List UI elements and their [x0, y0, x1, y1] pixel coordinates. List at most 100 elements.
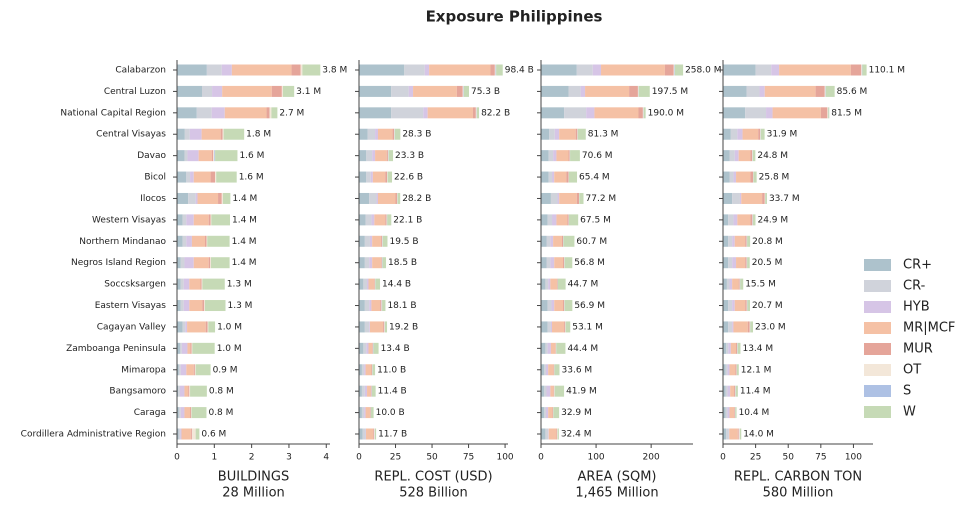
- total-label: 20.7 M: [752, 301, 783, 311]
- bar-segment: [368, 278, 375, 290]
- bar-segment: [723, 257, 729, 269]
- bar-segment: [673, 64, 675, 76]
- x-tick-label: 0: [538, 453, 544, 463]
- bar-segment: [723, 321, 729, 333]
- bar-segment: [190, 342, 192, 354]
- total-label: 70.6 M: [582, 151, 613, 161]
- legend-swatch: [864, 301, 891, 313]
- bar-segment: [554, 364, 560, 376]
- category-label: Eastern Visayas: [95, 301, 167, 311]
- bar-segment: [189, 278, 201, 290]
- bar-segment: [723, 64, 756, 76]
- bar-segment: [367, 128, 376, 140]
- bar-segment: [180, 364, 187, 376]
- bar-segment: [570, 150, 580, 162]
- bar-segment: [391, 107, 424, 119]
- bar-segment: [364, 385, 368, 397]
- bar-segment: [541, 107, 565, 119]
- bar-segment: [359, 257, 365, 269]
- bar-segment: [178, 385, 180, 397]
- bar-segment: [189, 128, 202, 140]
- bar-segment: [557, 278, 566, 290]
- total-label: 77.2 M: [586, 194, 617, 204]
- bar-segment: [183, 278, 190, 290]
- bar-segment: [359, 107, 392, 119]
- bar-segment: [549, 128, 555, 140]
- bar-segment: [202, 85, 213, 97]
- total-label: 15.5 M: [745, 280, 776, 290]
- bar-segment: [547, 214, 553, 226]
- bar-segment: [638, 107, 643, 119]
- bar-segment: [370, 385, 372, 397]
- bar-segment: [732, 192, 740, 204]
- legend-label: MUR: [903, 342, 933, 357]
- bar-segment: [361, 364, 365, 376]
- bar-segment: [541, 428, 546, 440]
- total-label: 1.0 M: [217, 344, 242, 354]
- bar-segment: [545, 278, 549, 290]
- bar-segment: [369, 235, 373, 247]
- bar-segment: [585, 85, 630, 97]
- bar-segment: [191, 342, 193, 354]
- total-label: 23.0 M: [755, 322, 786, 332]
- bar-segment: [732, 257, 737, 269]
- bar-segment: [387, 214, 392, 226]
- bar-segment: [365, 407, 370, 419]
- total-label: 0.8 M: [208, 408, 233, 418]
- bar-segment: [220, 128, 223, 140]
- x-axis-total: 580 Million: [763, 486, 834, 501]
- bar-segment: [723, 85, 747, 97]
- bar-segment: [222, 128, 224, 140]
- bar-segment: [548, 150, 554, 162]
- bar-segment: [391, 85, 409, 97]
- bar-segment: [201, 128, 221, 140]
- bar-segment: [177, 85, 203, 97]
- bar-segment: [727, 364, 730, 376]
- bar-segment: [739, 192, 742, 204]
- x-tick-label: 100: [587, 453, 604, 463]
- bar-segment: [456, 85, 463, 97]
- bar-segment: [177, 428, 179, 440]
- total-label: 13.4 B: [381, 344, 410, 354]
- total-label: 67.5 M: [580, 215, 611, 225]
- bar-segment: [548, 407, 553, 419]
- bar-segment: [741, 192, 763, 204]
- bar-segment: [496, 64, 503, 76]
- total-label: 1.4 M: [232, 215, 257, 225]
- bar-segment: [557, 428, 559, 440]
- total-label: 23.3 B: [395, 151, 424, 161]
- bar-segment: [547, 342, 551, 354]
- bar-segment: [198, 150, 212, 162]
- bar-segment: [592, 64, 602, 76]
- bar-segment: [758, 128, 761, 140]
- total-label: 0.8 M: [209, 387, 234, 397]
- bar-segment: [541, 342, 546, 354]
- bar-segment: [551, 300, 555, 312]
- bar-segment: [556, 428, 558, 440]
- bar-segment: [734, 235, 746, 247]
- bar-segment: [192, 342, 215, 354]
- bar-segment: [177, 214, 183, 226]
- bar-segment: [760, 128, 765, 140]
- x-axis-label: AREA (SQM): [577, 470, 656, 485]
- bar-segment: [177, 192, 189, 204]
- bar-segment: [359, 342, 364, 354]
- bar-segment: [204, 235, 207, 247]
- category-label: Northern Mindanao: [79, 237, 166, 247]
- bar-segment: [376, 192, 378, 204]
- bar-segment: [222, 85, 272, 97]
- bar-segment: [375, 150, 387, 162]
- bar-segment: [771, 64, 780, 76]
- bar-segment: [197, 192, 219, 204]
- bar-segment: [723, 192, 733, 204]
- bar-segment: [552, 321, 565, 333]
- total-label: 12.1 M: [741, 365, 772, 375]
- bar-segment: [541, 407, 545, 419]
- bar-segment: [824, 85, 826, 97]
- bar-segment: [735, 364, 737, 376]
- bar-segment: [369, 321, 384, 333]
- category-label: Bicol: [144, 173, 166, 183]
- total-label: 31.9 M: [767, 130, 798, 140]
- bar-segment: [828, 107, 830, 119]
- bar-segment: [362, 428, 366, 440]
